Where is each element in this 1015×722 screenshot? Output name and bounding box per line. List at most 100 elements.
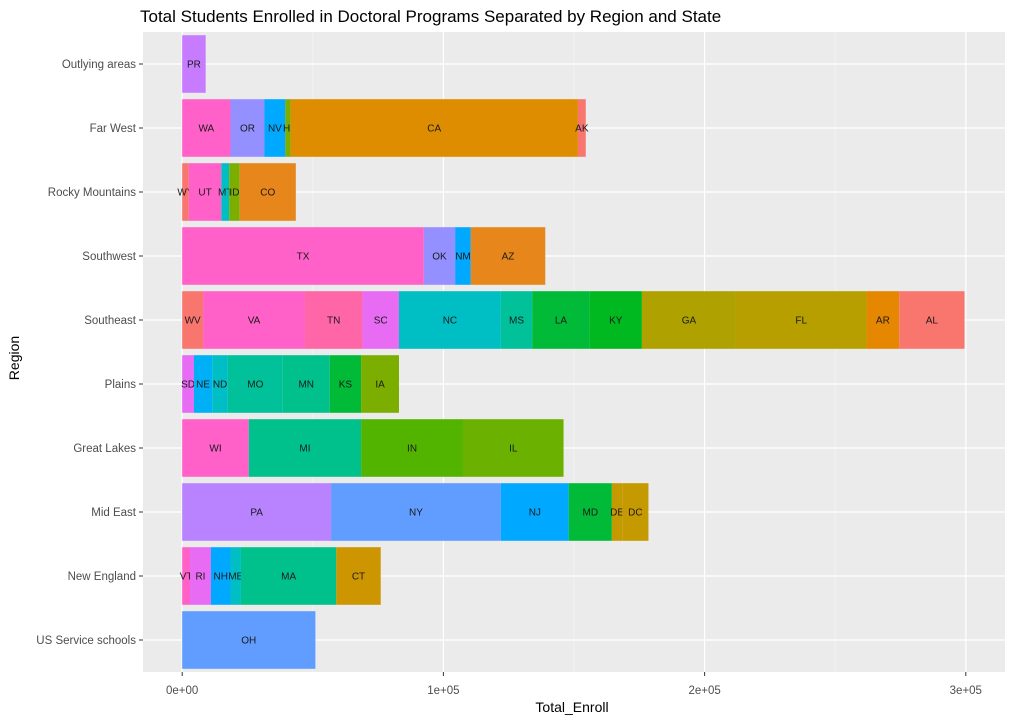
y-axis: Outlying areas Far West Rocky Mountains Sou… bbox=[36, 59, 143, 647]
bar-segment-de bbox=[611, 483, 623, 541]
bar-label-ut: UT bbox=[198, 188, 211, 199]
bar-label-id: ID bbox=[229, 188, 239, 199]
bar-label-co: CO bbox=[260, 188, 275, 199]
bar-segment-nc bbox=[398, 291, 501, 349]
bar-segment-co bbox=[239, 163, 296, 221]
bar-segment-va bbox=[203, 291, 305, 349]
bar-label-wa: WA bbox=[198, 124, 214, 135]
bar-segment-az bbox=[470, 227, 546, 285]
bar-label-il: IL bbox=[509, 444, 518, 455]
bar-segment-ut bbox=[188, 163, 222, 221]
bar-segment-or bbox=[230, 99, 265, 157]
bar-label-az: AZ bbox=[502, 252, 515, 263]
bar-segment-ga bbox=[641, 291, 736, 349]
bar-label-hi: HI bbox=[283, 124, 293, 135]
bar-label-va: VA bbox=[248, 316, 261, 327]
bar-segment-hi bbox=[285, 99, 291, 157]
bar-label-la: LA bbox=[555, 316, 568, 327]
bar-label-nh: NH bbox=[213, 572, 227, 583]
bar-segment-mt bbox=[221, 163, 230, 221]
bar-segment-nv bbox=[264, 99, 286, 157]
bar-segment-ar bbox=[866, 291, 900, 349]
bar-label-ne: NE bbox=[196, 380, 210, 391]
bar-label-me: ME bbox=[228, 572, 243, 583]
bar-label-wi: WI bbox=[209, 444, 221, 455]
bar-label-al: AL bbox=[926, 316, 939, 327]
bar-label-ak: AK bbox=[575, 124, 589, 135]
bar-label-wy: WY bbox=[177, 188, 193, 199]
bar-label-ga: GA bbox=[682, 316, 697, 327]
bar-label-nd: ND bbox=[213, 380, 227, 391]
bar-label-ca: CA bbox=[427, 124, 441, 135]
y-tick-label: Outlying areas bbox=[62, 59, 136, 71]
bar-segment-sd bbox=[182, 355, 194, 413]
bar-segment-vt bbox=[182, 547, 191, 605]
y-tick-label: Rocky Mountains bbox=[48, 187, 136, 199]
bar-segment-ia bbox=[361, 355, 399, 413]
bar-segment-wy bbox=[182, 163, 189, 221]
bar-label-ct: CT bbox=[352, 572, 365, 583]
bar-label-ok: OK bbox=[432, 252, 447, 263]
bar-label-vt: VT bbox=[180, 572, 193, 583]
bar-label-wv: WV bbox=[185, 316, 201, 327]
bar-segment-ri bbox=[190, 547, 211, 605]
bar-label-pr: PR bbox=[187, 60, 201, 71]
bar-segment-ct bbox=[336, 547, 381, 605]
x-tick-label: 2e+05 bbox=[688, 685, 720, 697]
bar-segment-ak bbox=[577, 99, 586, 157]
bar-label-or: OR bbox=[240, 124, 255, 135]
bar-label-tx: TX bbox=[297, 252, 310, 263]
x-tick-label: 3e+05 bbox=[950, 685, 982, 697]
bar-label-fl: FL bbox=[795, 316, 807, 327]
x-axis-title: Total_Enroll bbox=[535, 699, 608, 715]
bar-segment-wv bbox=[182, 291, 204, 349]
bar-segment-ok bbox=[423, 227, 456, 285]
bar-label-pa: PA bbox=[250, 508, 263, 519]
bar-segment-me bbox=[230, 547, 241, 605]
bar-segment-ca bbox=[290, 99, 578, 157]
bar-label-de: DE bbox=[610, 508, 624, 519]
bar-segment-ky bbox=[589, 291, 642, 349]
y-tick-label: Far West bbox=[90, 123, 137, 135]
y-tick-label: New England bbox=[68, 571, 136, 583]
bar-segment-fl bbox=[735, 291, 867, 349]
bar-segment-mi bbox=[248, 419, 362, 477]
bar-segment-ks bbox=[329, 355, 362, 413]
bar-segment-nm bbox=[455, 227, 471, 285]
bar-segment-mn bbox=[282, 355, 330, 413]
bar-segment-pa bbox=[182, 483, 332, 541]
bar-label-md: MD bbox=[583, 508, 599, 519]
x-tick-label: 0e+00 bbox=[166, 685, 198, 697]
bar-segment-dc bbox=[622, 483, 649, 541]
bar-segment-wa bbox=[182, 99, 231, 157]
bar-segment-id bbox=[229, 163, 240, 221]
bar-segment-wi bbox=[182, 419, 249, 477]
x-axis: 0e+00 1e+05 2e+05 3e+05 bbox=[166, 672, 982, 697]
y-tick-label: US Service schools bbox=[36, 635, 136, 647]
bar-segment-md bbox=[568, 483, 612, 541]
bar-segment-ma bbox=[240, 547, 337, 605]
chart-title: Total Students Enrolled in Doctoral Prog… bbox=[140, 7, 721, 26]
bar-label-sd: SD bbox=[181, 380, 195, 391]
y-tick-label: Mid East bbox=[91, 507, 137, 519]
bar-segment-nd bbox=[212, 355, 228, 413]
bar-label-nj: NJ bbox=[529, 508, 541, 519]
bar-segment-la bbox=[532, 291, 590, 349]
bar-label-mn: MN bbox=[298, 380, 314, 391]
y-axis-title: Region bbox=[6, 336, 22, 380]
bar-label-ms: MS bbox=[509, 316, 524, 327]
bar-label-nv: NV bbox=[268, 124, 282, 135]
bar-segment-al bbox=[899, 291, 965, 349]
y-tick-label: Great Lakes bbox=[73, 443, 136, 455]
bar-segment-nh bbox=[210, 547, 231, 605]
bar-segment-mo bbox=[227, 355, 283, 413]
bar-segment-ny bbox=[331, 483, 501, 541]
bar-label-dc: DC bbox=[628, 508, 642, 519]
bar-label-sc: SC bbox=[374, 316, 388, 327]
bar-segment-tx bbox=[182, 227, 424, 285]
bar-label-ky: KY bbox=[609, 316, 623, 327]
bar-label-in: IN bbox=[407, 444, 417, 455]
bar-segment-il bbox=[462, 419, 564, 477]
